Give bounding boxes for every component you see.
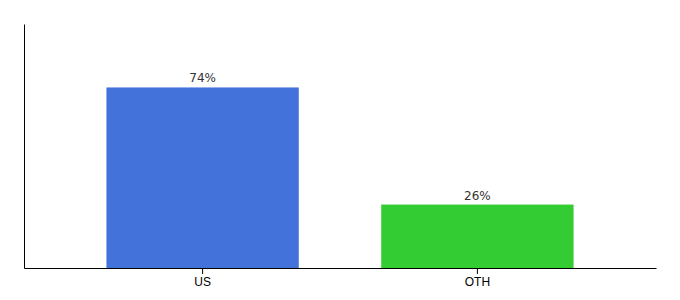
x-tick-mark [202, 268, 203, 274]
x-tick: US [194, 268, 211, 289]
plot: 74% 26% US OTH [25, 25, 657, 289]
bars [106, 87, 573, 268]
x-tick-mark [477, 268, 478, 274]
data-labels: 74% 26% [189, 71, 490, 202]
x-axis: US OTH [25, 268, 657, 289]
bar [381, 205, 573, 268]
chart: 74% 26% US OTH [0, 0, 680, 300]
y-axis [24, 25, 25, 269]
data-label: 26% [464, 189, 491, 203]
data-label: 74% [189, 71, 216, 85]
x-axis-line [25, 268, 657, 269]
x-tick: OTH [465, 268, 490, 289]
x-tick-label: OTH [465, 275, 490, 289]
y-axis-line [24, 25, 25, 269]
x-tick-label: US [194, 275, 211, 289]
bar [106, 87, 298, 268]
